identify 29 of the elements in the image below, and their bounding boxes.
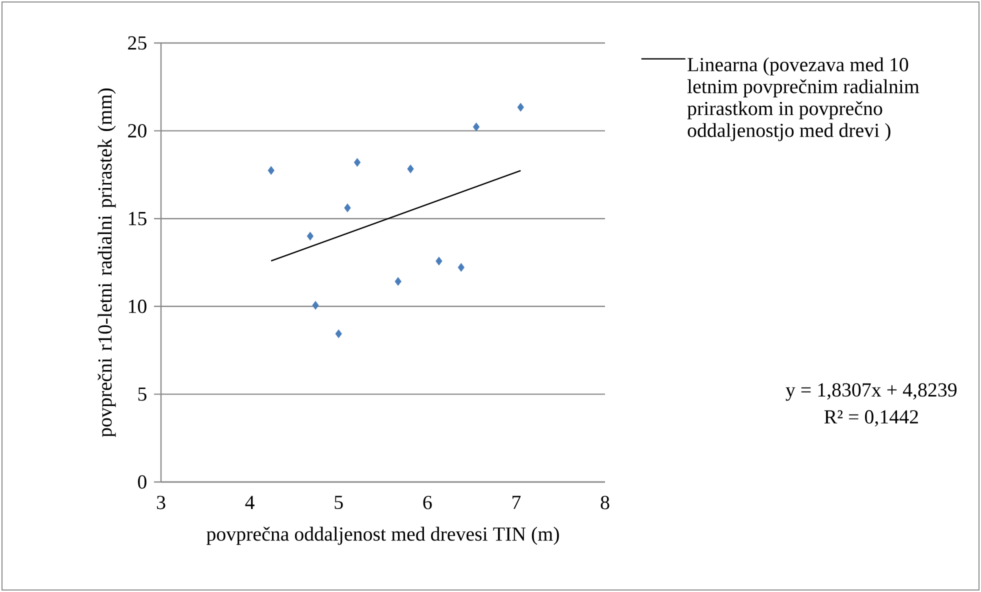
point	[344, 203, 351, 212]
y-tick-label: 25	[128, 36, 146, 50]
point	[354, 158, 361, 167]
y-tick-label: 20	[128, 124, 146, 138]
y-tick-label: 10	[128, 300, 146, 314]
x-axis-title: povprečna oddaljenost med drevesi TIN (m)	[206, 526, 559, 545]
x-tick-label: 3	[156, 496, 166, 510]
point	[517, 102, 524, 112]
point	[312, 300, 319, 310]
y-tick-label: 5	[138, 388, 146, 401]
legend-label: Linearna (povezava med 10 letnim povprečnim radialnim prirastkom in povprečno oddaljenostjo med drevi )	[687, 57, 920, 142]
point	[407, 164, 414, 174]
x-tick-label: 8	[600, 496, 610, 510]
point	[268, 166, 274, 175]
point	[394, 277, 402, 286]
point	[335, 329, 342, 338]
x-tick-label: 4	[245, 496, 254, 509]
point	[458, 263, 464, 272]
y-tick-label: 15	[128, 212, 146, 226]
x-tick-label: 6	[423, 496, 432, 510]
text: R² = 0,1442	[824, 410, 918, 426]
y-axis-title: povprečni r10-letni radialni prirastek (mm)	[98, 88, 116, 437]
point	[306, 232, 314, 241]
point	[436, 256, 442, 266]
x-tick-label: 7	[512, 496, 521, 509]
point	[472, 122, 480, 132]
x-tick-label: 5	[334, 496, 343, 510]
y-tick-label: 0	[138, 475, 146, 489]
text: y = 1,8307x + 4,8239	[786, 383, 957, 401]
